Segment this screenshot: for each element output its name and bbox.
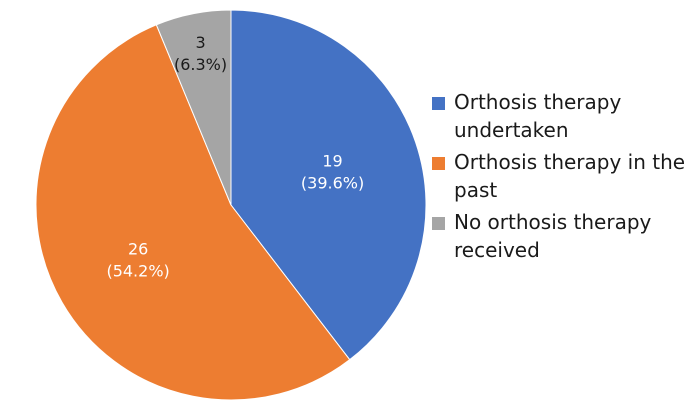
- data-label-percent: (39.6%): [301, 174, 364, 193]
- legend-item-none: No orthosis therapy received: [432, 208, 694, 264]
- data-label-percent: (6.3%): [174, 55, 227, 74]
- slice-none: [155, 9, 232, 206]
- slice-undertaken: [230, 9, 427, 361]
- legend-swatch: [432, 97, 445, 110]
- pie-data-labels: 19 (39.6%) 26 (54.2%) 3 (6.3%): [106, 33, 364, 281]
- legend-swatch: [432, 157, 445, 170]
- legend-label: Orthosis therapy undertaken: [454, 90, 622, 142]
- legend-label: No orthosis therapy received: [454, 210, 652, 262]
- legend-item-undertaken: Orthosis therapy undertaken: [432, 88, 694, 144]
- data-label-value: 26: [128, 240, 148, 259]
- chart-legend: Orthosis therapy undertaken Orthosis the…: [432, 88, 694, 268]
- pie-slices: [35, 9, 427, 401]
- legend-label: Orthosis therapy in the past: [454, 150, 686, 202]
- slice-past: [35, 24, 351, 401]
- data-label-value: 19: [322, 152, 342, 171]
- data-label-percent: (54.2%): [106, 262, 169, 281]
- legend-item-past: Orthosis therapy in the past: [432, 148, 694, 204]
- legend-swatch: [432, 217, 445, 230]
- data-label-value: 3: [195, 33, 205, 52]
